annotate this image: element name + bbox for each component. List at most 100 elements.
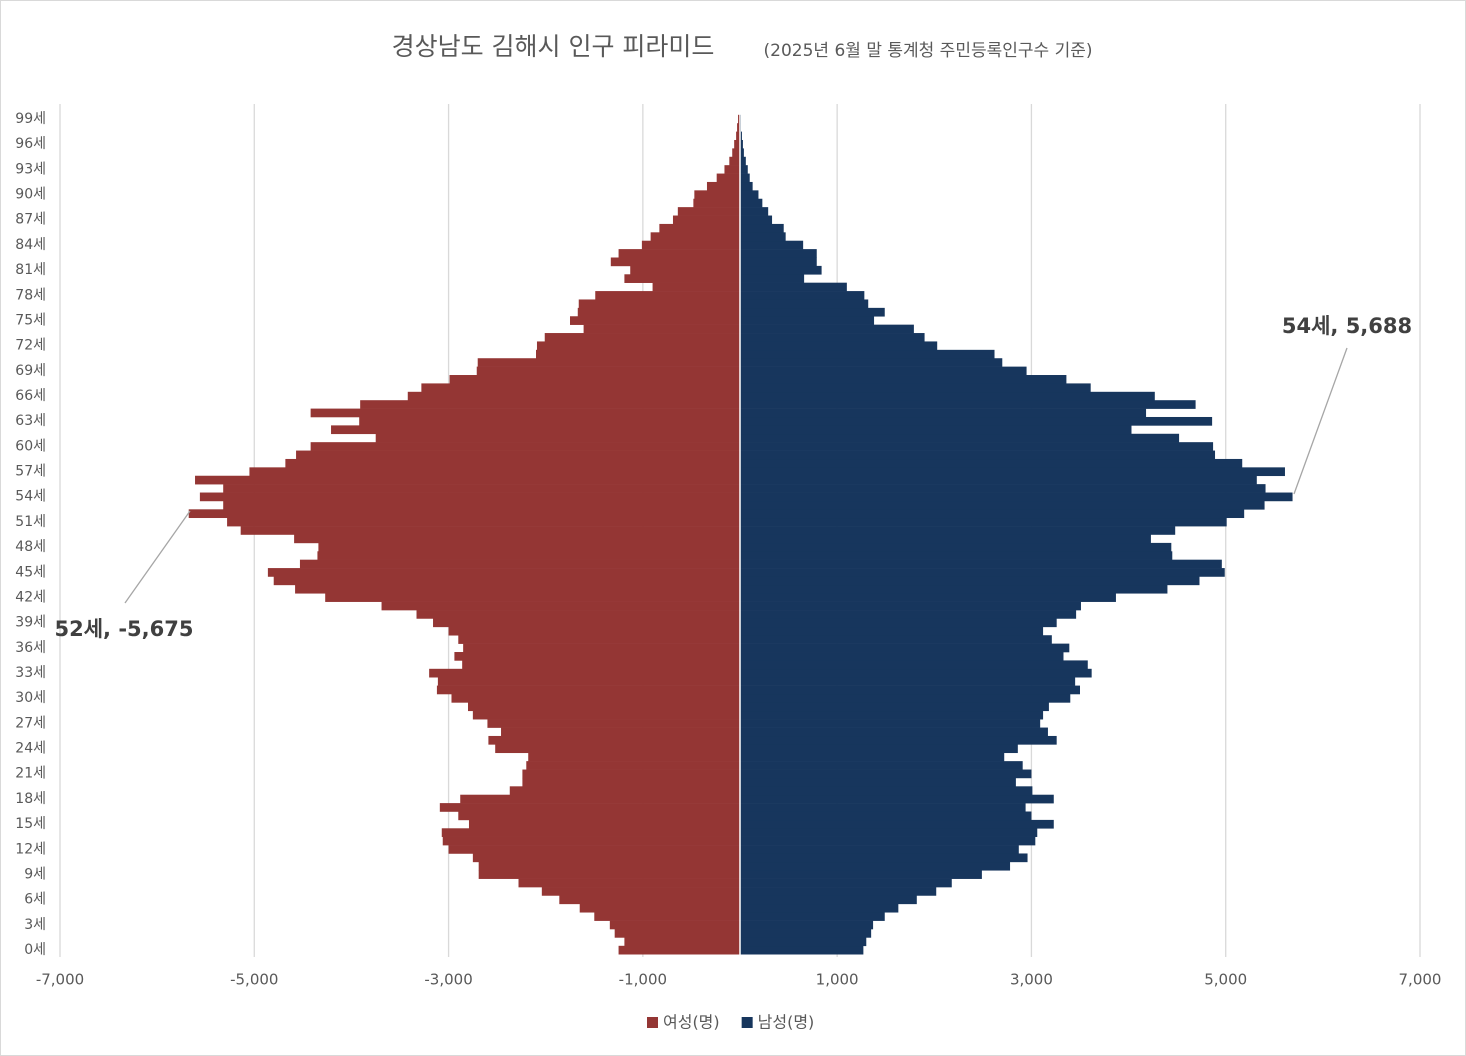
- bar: [462, 660, 740, 670]
- bar: [740, 803, 1026, 812]
- bar: [740, 173, 750, 183]
- bar: [477, 358, 740, 367]
- bar: [737, 123, 740, 132]
- bar: [740, 828, 1038, 837]
- bar: [740, 475, 1257, 485]
- bar: [650, 232, 740, 242]
- bar: [740, 366, 1027, 376]
- y-tick-label: 0세: [24, 942, 46, 958]
- bar: [740, 861, 1011, 871]
- bar: [458, 635, 740, 644]
- bar: [294, 534, 740, 544]
- bar: [740, 232, 786, 242]
- bar: [468, 819, 740, 829]
- bar: [740, 912, 885, 921]
- legend-swatch: [647, 1017, 658, 1028]
- bar: [630, 265, 740, 275]
- bar: [460, 794, 740, 804]
- bar: [659, 223, 740, 233]
- bar: [199, 492, 740, 502]
- y-tick-label: 72세: [15, 338, 46, 354]
- y-tick-label: 36세: [15, 640, 46, 656]
- bar: [734, 139, 740, 149]
- bar: [740, 870, 982, 879]
- bar: [740, 887, 937, 896]
- bar: [526, 761, 740, 770]
- bar: [740, 794, 1054, 804]
- bar: [740, 668, 1092, 678]
- x-tick-label: 1,000: [816, 971, 859, 989]
- bar: [740, 433, 1180, 443]
- bar: [740, 610, 1077, 619]
- bar: [595, 291, 740, 300]
- bar: [740, 819, 1054, 829]
- y-tick-label: 87세: [15, 212, 46, 228]
- bar: [223, 484, 740, 493]
- bar: [740, 836, 1036, 846]
- bar: [706, 181, 740, 191]
- bar: [740, 324, 914, 334]
- bar: [740, 139, 743, 149]
- bar: [448, 845, 740, 854]
- bar: [472, 853, 740, 863]
- bar: [522, 777, 740, 787]
- bar: [195, 475, 740, 485]
- y-tick-label: 63세: [15, 413, 46, 429]
- y-tick-label: 39세: [15, 615, 46, 631]
- bar: [227, 517, 741, 527]
- y-tick-label: 45세: [15, 564, 46, 580]
- bar: [740, 601, 1081, 611]
- bar: [740, 777, 1016, 787]
- bar: [740, 341, 938, 351]
- bar: [577, 307, 740, 317]
- bar: [740, 358, 1003, 367]
- bar: [740, 769, 1032, 779]
- bar: [677, 207, 740, 216]
- bar: [740, 920, 874, 930]
- bar: [740, 492, 1293, 502]
- bar: [740, 316, 875, 325]
- bar: [594, 912, 740, 921]
- y-tick-label: 66세: [15, 388, 46, 404]
- bar: [359, 416, 740, 426]
- y-tick-label: 93세: [15, 161, 46, 177]
- bar: [740, 131, 742, 141]
- legend-swatch: [741, 1017, 753, 1028]
- bar: [618, 945, 740, 955]
- x-tick-label: -7,000: [36, 971, 84, 989]
- bar: [740, 652, 1064, 661]
- bar: [310, 442, 740, 451]
- bar: [541, 887, 740, 896]
- bar: [331, 425, 740, 435]
- bar: [740, 391, 1155, 401]
- bar: [295, 584, 740, 594]
- x-tick-label: -3,000: [424, 971, 472, 989]
- leader-line: [124, 510, 191, 604]
- bar: [740, 534, 1151, 544]
- bar: [740, 207, 769, 216]
- bar: [578, 299, 740, 309]
- legend-label: 여성(명): [663, 1013, 720, 1032]
- bar: [488, 735, 740, 745]
- bar: [518, 878, 740, 888]
- bar: [381, 601, 740, 611]
- annotation: 52세, -5,675: [55, 617, 194, 641]
- bar: [522, 769, 740, 779]
- bar: [487, 719, 740, 728]
- bar: [724, 165, 740, 174]
- y-tick-label: 75세: [15, 312, 46, 328]
- leader-line: [1293, 347, 1348, 495]
- bar: [442, 836, 740, 846]
- bar: [740, 568, 1225, 577]
- bar: [740, 719, 1041, 728]
- bar: [740, 786, 1033, 796]
- bar: [740, 618, 1057, 628]
- bar: [740, 190, 759, 200]
- y-tick-label: 30세: [15, 690, 46, 706]
- bar: [429, 668, 740, 678]
- y-tick-label: 99세: [15, 111, 46, 127]
- bar: [729, 156, 740, 166]
- bar: [740, 257, 817, 267]
- bar: [570, 316, 740, 325]
